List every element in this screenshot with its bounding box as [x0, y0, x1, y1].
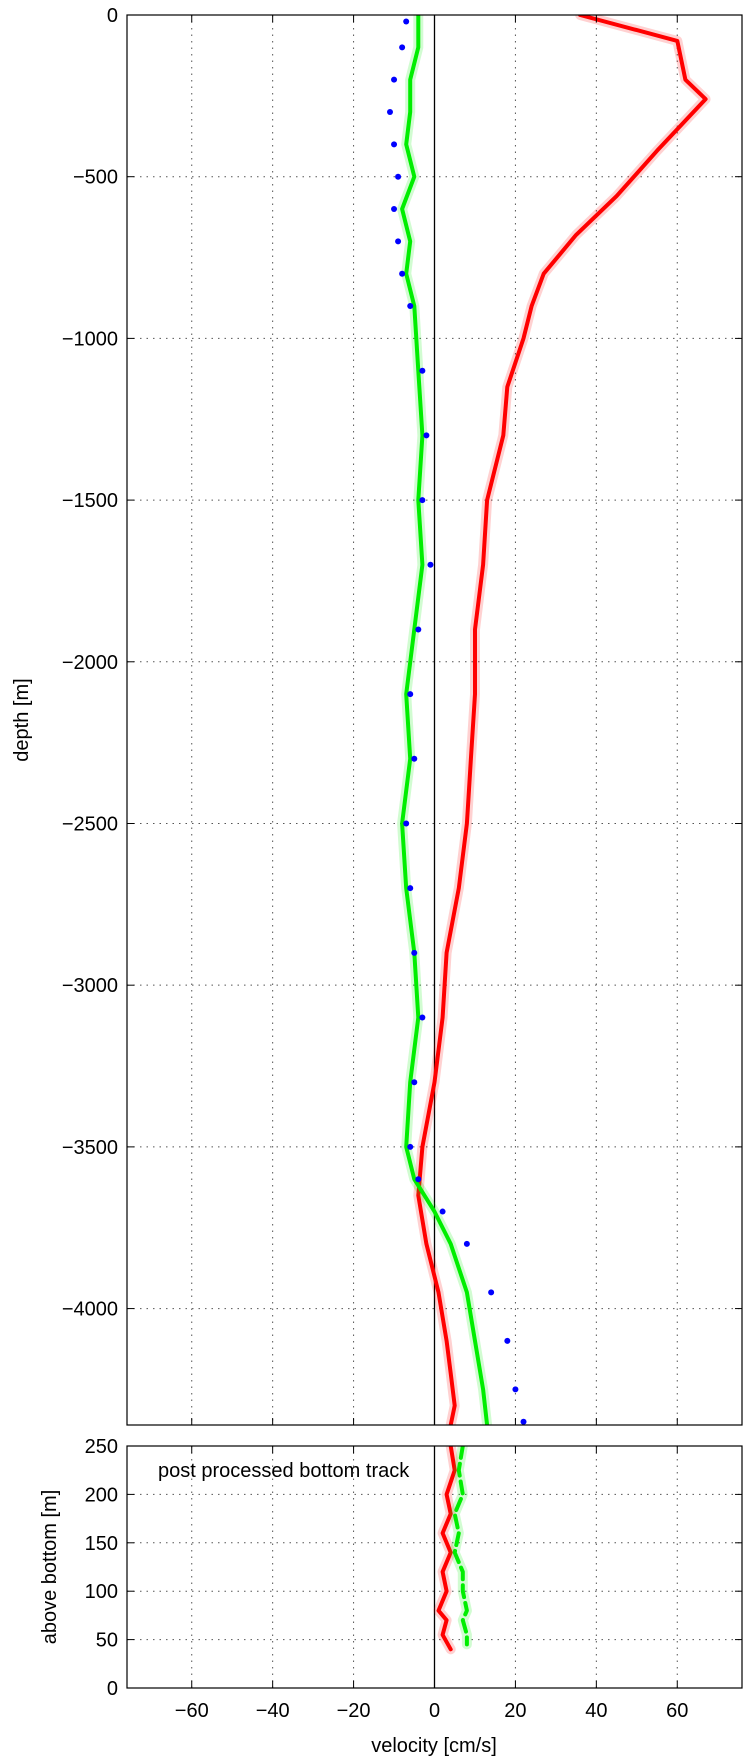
shear-point [407, 1143, 414, 1150]
shear-point [411, 755, 418, 762]
bottom-track-grid [127, 1445, 742, 1689]
shear-point [407, 691, 414, 698]
x-tick-label: 60 [666, 1700, 688, 1722]
shear-point [395, 173, 402, 180]
x-tick-label: 40 [585, 1700, 607, 1722]
shear-point [419, 1014, 426, 1021]
shear-point [399, 44, 406, 51]
x-axis-label: velocity [cm/s] [371, 1735, 497, 1757]
bottom-track-ticks [127, 1445, 742, 1689]
shear-point [411, 1079, 418, 1086]
series-line [436, 1446, 457, 1652]
series-line [452, 1446, 469, 1647]
shear-point [520, 1418, 527, 1425]
shear-point [395, 238, 402, 245]
x-tick-label: −20 [337, 1700, 371, 1722]
bottom-track-y-tick-labels: 0 50 100 150 200 250 [85, 1436, 118, 1700]
shear-point [407, 885, 414, 892]
y-tick-label: 50 [96, 1630, 118, 1652]
shear-point [399, 270, 406, 277]
shear-point [463, 1240, 470, 1247]
y-tick-label: −3000 [62, 975, 118, 997]
x-tick-label: −40 [256, 1700, 290, 1722]
shear-point [403, 18, 410, 25]
y-tick-label: −2500 [62, 813, 118, 835]
shear-point [411, 949, 418, 956]
y-tick-label: −1500 [62, 490, 118, 512]
shear-point [512, 1386, 519, 1393]
x-tick-label: 0 [429, 1700, 440, 1722]
shear-point [386, 109, 393, 116]
shear-point [415, 1176, 422, 1183]
shear-point [488, 1289, 495, 1296]
shear-point [407, 303, 414, 310]
shear-point [391, 76, 398, 83]
y-tick-label: 250 [85, 1436, 118, 1458]
profile-panel: 0 −500 −1000 −1500 −2000 −2500 −3000 −3500 −4000… [11, 5, 743, 1426]
bottom-track-panel: 0 50 100 150 200 250 −60 −40 −20 0 20 40 60 post pr… [39, 1436, 743, 1757]
shear-point [415, 626, 422, 633]
y-tick-label: −500 [73, 167, 118, 189]
y-tick-label: −2000 [62, 652, 118, 674]
shear-point [419, 497, 426, 504]
bottom-track-y-axis-label: above bottom [m] [39, 1490, 61, 1645]
shear-point [391, 206, 398, 213]
profile-y-tick-labels: 0 −500 −1000 −1500 −2000 −2500 −3000 −3500 −4000 [62, 5, 118, 1321]
y-tick-label: −3500 [62, 1137, 118, 1159]
y-tick-label: −1000 [62, 328, 118, 350]
x-tick-label: 20 [504, 1700, 526, 1722]
profile-y-axis-label: depth [m] [11, 678, 33, 761]
shear-point [403, 820, 410, 827]
x-tick-label: −60 [175, 1700, 209, 1722]
series-line [416, 15, 708, 1425]
shear-point [504, 1337, 511, 1344]
y-tick-label: 0 [107, 1678, 118, 1700]
shear-point [391, 141, 398, 148]
y-tick-label: 0 [107, 5, 118, 27]
y-tick-label: −4000 [62, 1299, 118, 1321]
profile-ticks [127, 14, 742, 1425]
series-line [400, 15, 490, 1425]
shear-point [439, 1208, 446, 1215]
shear-point [419, 367, 426, 374]
bottom-track-annotation: post processed bottom track [158, 1460, 410, 1482]
shear-point [423, 432, 430, 439]
y-tick-label: 100 [85, 1581, 118, 1603]
y-tick-label: 200 [85, 1484, 118, 1506]
shear-point [427, 561, 434, 568]
y-tick-label: 150 [85, 1533, 118, 1555]
bottom-track-series [433, 1446, 472, 1655]
bottom-track-x-tick-labels: −60 −40 −20 0 20 40 60 [175, 1700, 689, 1722]
profile-series [386, 15, 711, 1425]
